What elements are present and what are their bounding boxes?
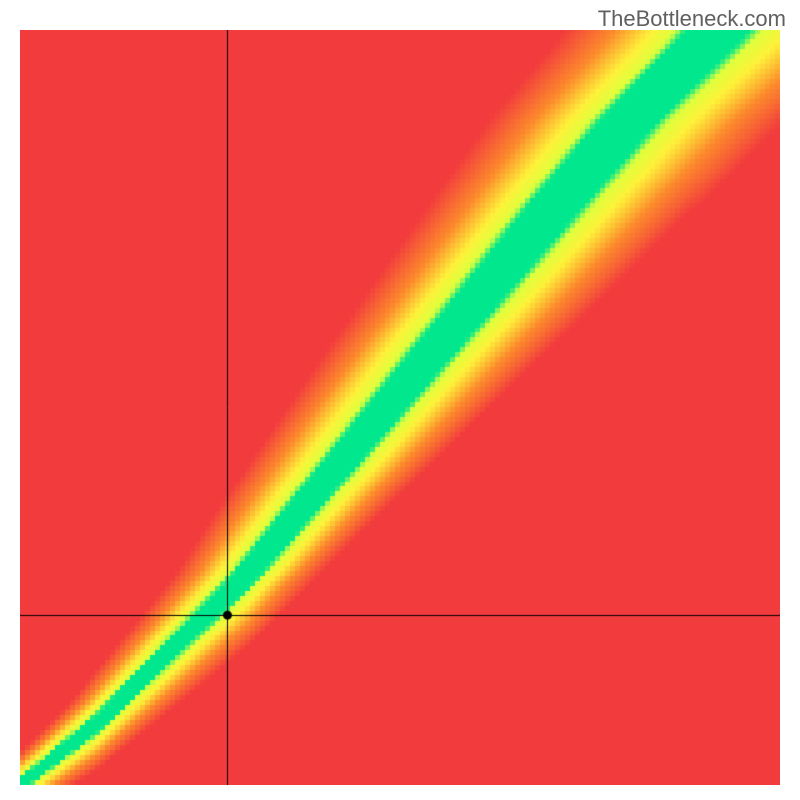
chart-container: TheBottleneck.com xyxy=(0,0,800,800)
watermark-label: TheBottleneck.com xyxy=(598,6,786,32)
bottleneck-heatmap xyxy=(20,30,780,785)
